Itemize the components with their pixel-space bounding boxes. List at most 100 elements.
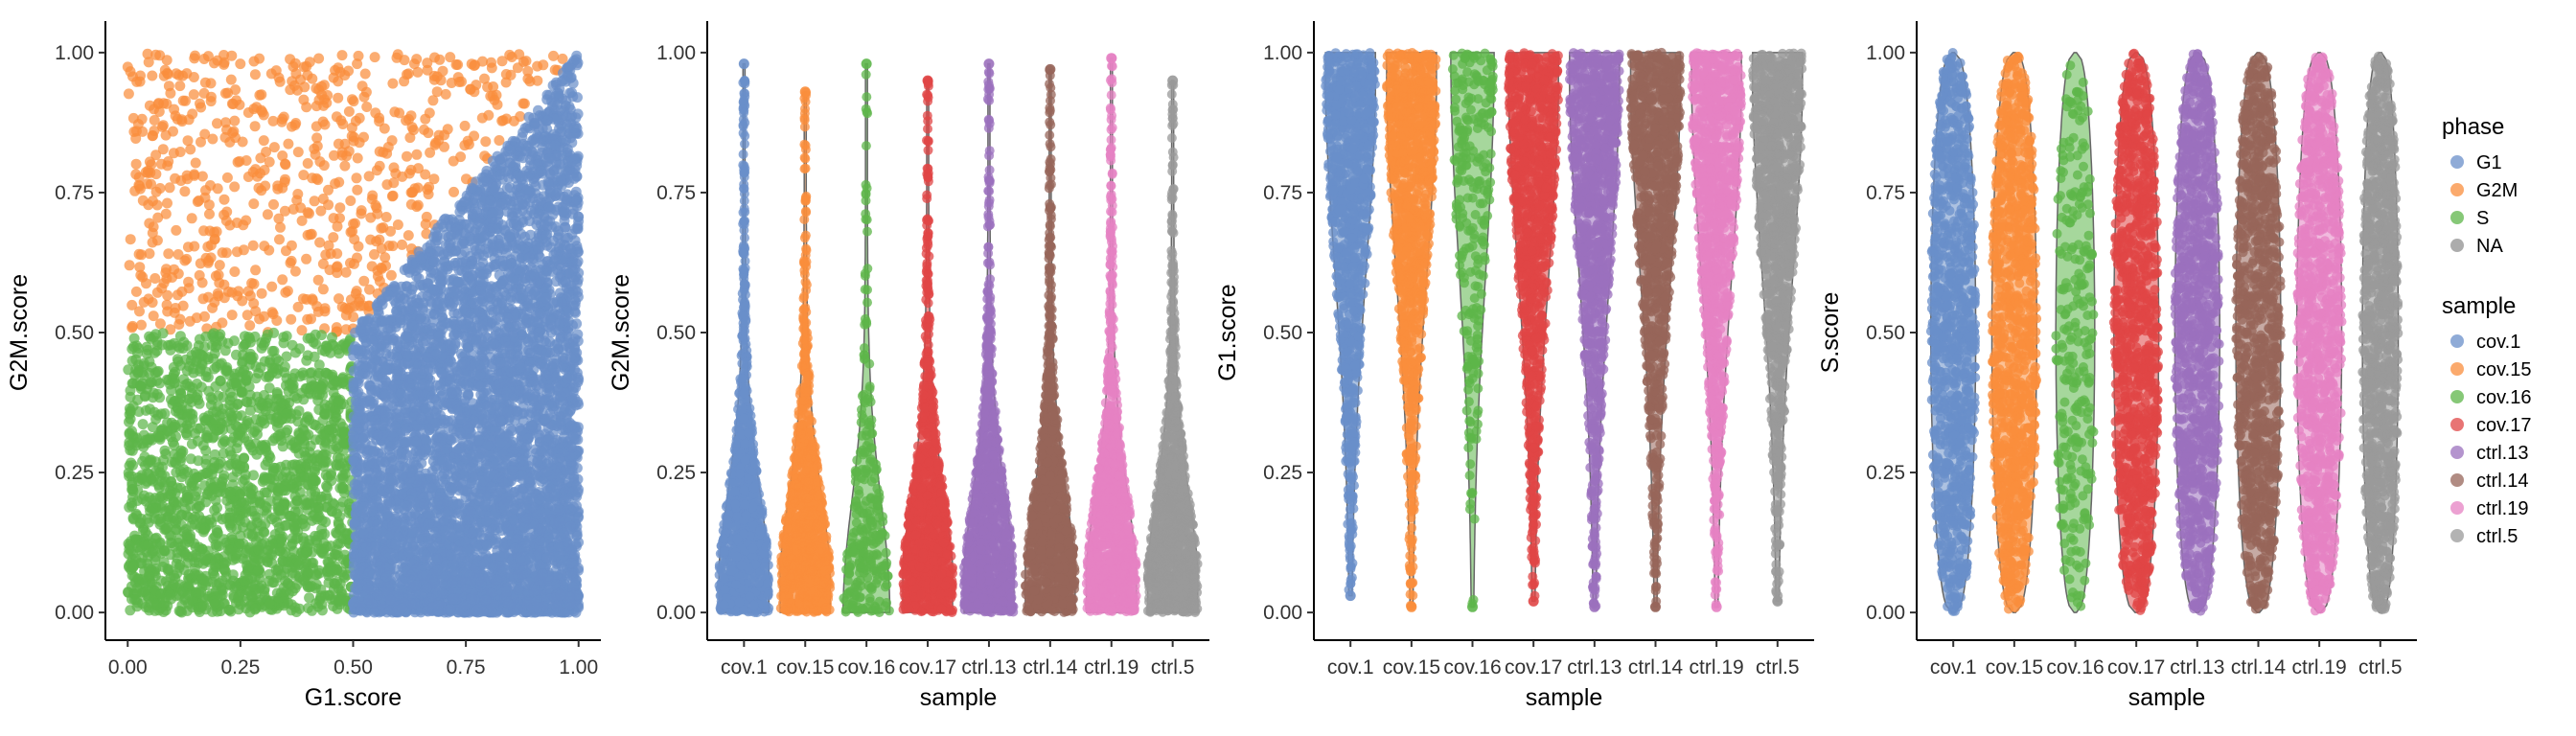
scatter-point bbox=[334, 524, 345, 535]
scatter-point bbox=[274, 538, 285, 548]
scatter-point bbox=[339, 426, 350, 437]
scatter-point bbox=[482, 81, 493, 92]
scatter-point bbox=[226, 51, 237, 61]
scatter-point bbox=[290, 491, 301, 501]
scatter-point bbox=[375, 276, 385, 287]
scatter-point bbox=[350, 218, 360, 229]
scatter-point bbox=[124, 88, 134, 99]
scatter-point bbox=[538, 59, 548, 70]
scatter-point bbox=[404, 132, 415, 143]
scatter-point bbox=[244, 320, 255, 331]
scatter-point bbox=[274, 73, 285, 83]
scatter-point bbox=[193, 436, 203, 447]
scatter-point bbox=[124, 549, 134, 560]
scatter-point bbox=[298, 575, 309, 586]
scatter-point bbox=[150, 150, 161, 160]
scatter-point bbox=[254, 545, 264, 556]
scatter-point bbox=[244, 607, 255, 617]
scatter-point bbox=[310, 196, 320, 206]
scatter-point bbox=[148, 228, 158, 239]
scatter-point bbox=[320, 409, 331, 420]
scatter-point bbox=[381, 212, 392, 222]
scatter-point bbox=[124, 502, 134, 513]
scatter-point bbox=[178, 96, 189, 106]
scatter-point bbox=[283, 139, 293, 150]
scatter-point bbox=[294, 405, 305, 416]
scatter-point bbox=[131, 287, 142, 297]
scatter-point bbox=[126, 414, 136, 425]
scatter-point bbox=[199, 311, 210, 322]
scatter-point bbox=[218, 247, 228, 258]
scatter-point bbox=[518, 57, 529, 67]
scatter-point bbox=[298, 95, 309, 105]
scatter-point bbox=[282, 331, 292, 341]
scatter-point bbox=[143, 199, 153, 210]
scatter-point bbox=[352, 286, 362, 296]
scatter-point bbox=[156, 491, 167, 501]
scatter-point bbox=[353, 153, 363, 164]
scatter-point bbox=[424, 189, 434, 199]
scatter-point bbox=[174, 80, 185, 91]
scatter-point bbox=[179, 256, 190, 266]
scatter-point bbox=[194, 196, 204, 206]
scatter-point bbox=[220, 366, 231, 377]
scatter-point bbox=[179, 469, 190, 479]
scatter-point bbox=[302, 479, 312, 490]
scatter-point bbox=[161, 130, 172, 141]
scatter-point bbox=[347, 94, 357, 104]
scatter-point bbox=[307, 454, 317, 465]
scatter-point bbox=[165, 88, 175, 99]
scatter-point bbox=[227, 288, 238, 298]
scatter-point bbox=[427, 95, 438, 105]
scatter-point bbox=[198, 225, 209, 236]
scatter-point bbox=[237, 424, 247, 434]
scatter-point bbox=[498, 115, 509, 126]
scatter-point bbox=[162, 55, 172, 65]
scatter-point bbox=[227, 544, 238, 555]
scatter-point bbox=[195, 522, 205, 533]
scatter-point bbox=[277, 274, 288, 285]
scatter-point bbox=[197, 573, 208, 584]
scatter-point bbox=[159, 557, 170, 567]
scatter-point bbox=[202, 468, 213, 478]
scatter-point bbox=[298, 514, 309, 524]
scatter-point bbox=[246, 591, 257, 602]
scatter-point bbox=[212, 502, 222, 513]
scatter-point bbox=[263, 209, 273, 219]
scatter-point bbox=[522, 66, 533, 77]
scatter-point bbox=[238, 219, 248, 230]
scatter-point bbox=[301, 294, 311, 305]
scatter-point bbox=[302, 412, 312, 423]
scatter-point bbox=[316, 590, 327, 601]
scatter-point bbox=[402, 151, 412, 162]
scatter-point bbox=[207, 303, 218, 313]
scatter-point bbox=[354, 242, 364, 252]
scatter-point bbox=[262, 446, 272, 456]
scatter-point bbox=[322, 482, 333, 493]
scatter-point bbox=[139, 370, 150, 380]
scatter-point bbox=[307, 74, 317, 84]
scatter-point bbox=[469, 60, 479, 71]
scatter-point bbox=[403, 68, 414, 79]
scatter-point bbox=[183, 277, 194, 288]
scatter-point bbox=[175, 147, 186, 157]
scatter-point bbox=[175, 446, 186, 456]
scatter-point bbox=[176, 287, 187, 297]
scatter-point bbox=[322, 90, 333, 101]
scatter-point bbox=[250, 511, 261, 521]
scatter-point bbox=[152, 288, 163, 298]
scatter-point bbox=[272, 184, 283, 195]
scatter-point bbox=[132, 348, 143, 358]
scatter-point bbox=[162, 290, 172, 301]
panel-scatter-g2m-vs-g1: 0.000.250.500.751.000.00 0.25 0.50 0.75 1.00… bbox=[6, 21, 601, 711]
scatter-point bbox=[261, 372, 271, 382]
scatter-point bbox=[310, 330, 321, 340]
scatter-point bbox=[168, 579, 178, 589]
scatter-point bbox=[339, 464, 350, 474]
scatter-point bbox=[429, 71, 440, 81]
scatter-point bbox=[149, 126, 159, 136]
scatter-point bbox=[213, 183, 223, 194]
scatter-point bbox=[191, 158, 201, 169]
scatter-point bbox=[501, 69, 512, 80]
scatter-point bbox=[198, 293, 209, 304]
